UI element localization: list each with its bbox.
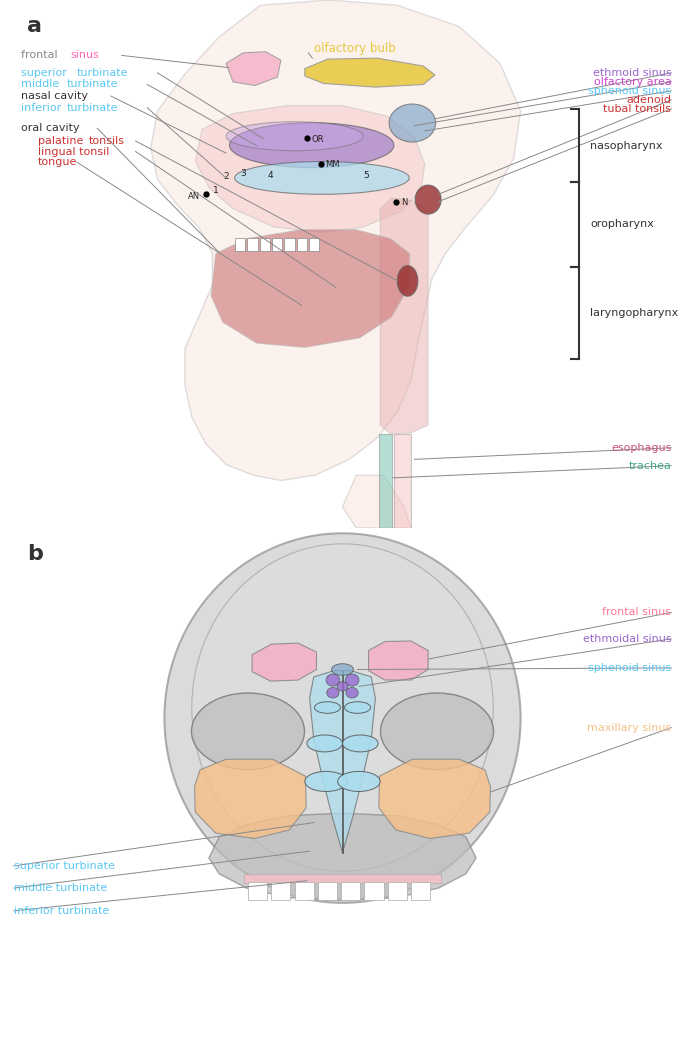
Text: olfactory bulb: olfactory bulb [314,42,396,55]
Bar [341,883,360,900]
Bar [364,883,384,900]
Polygon shape [394,434,411,528]
Text: middle turbinate: middle turbinate [14,883,107,893]
Text: 4: 4 [268,171,273,180]
Ellipse shape [305,771,347,792]
Polygon shape [209,813,476,900]
Ellipse shape [314,701,340,714]
Text: esophagus: esophagus [611,442,671,453]
Text: b: b [27,544,43,564]
Bar [272,238,282,251]
Ellipse shape [226,121,363,151]
Text: inferior turbinate: inferior turbinate [14,906,109,916]
Bar [284,238,295,251]
Ellipse shape [307,735,342,752]
Ellipse shape [327,687,339,698]
Text: sphenoid sinus: sphenoid sinus [588,86,671,96]
Ellipse shape [234,162,410,194]
Polygon shape [211,230,410,347]
Text: lingual tonsil: lingual tonsil [38,147,109,156]
Ellipse shape [346,687,358,698]
Ellipse shape [332,664,353,676]
Polygon shape [151,0,521,480]
Bar [388,883,407,900]
Text: sinus: sinus [71,51,99,60]
Text: frontal sinus: frontal sinus [602,607,671,618]
Bar [318,883,337,900]
Text: tonsils: tonsils [89,136,125,146]
Ellipse shape [191,693,305,770]
Bar [297,238,307,251]
Text: tongue: tongue [38,157,77,167]
Text: OR: OR [312,135,324,144]
Polygon shape [369,641,428,680]
Polygon shape [379,434,392,528]
Text: palatine: palatine [38,136,86,146]
Text: nasal cavity: nasal cavity [21,91,88,101]
Text: trachea: trachea [628,460,671,471]
Text: turbinate: turbinate [77,68,128,78]
Text: tubal tonsils: tubal tonsils [603,103,671,114]
Text: 5: 5 [364,171,369,181]
Text: MM: MM [325,161,340,169]
Text: frontal: frontal [21,51,61,60]
Ellipse shape [381,693,493,770]
Text: oral cavity: oral cavity [21,124,79,133]
Text: a: a [27,16,42,36]
Ellipse shape [326,674,340,686]
Text: middle: middle [21,79,62,90]
Bar [271,883,290,900]
Ellipse shape [389,103,436,143]
Ellipse shape [345,701,371,714]
Bar [295,883,314,900]
Text: turbinate: turbinate [66,102,118,113]
Polygon shape [195,759,306,838]
Ellipse shape [192,544,493,871]
Bar [244,874,441,883]
Polygon shape [305,58,435,88]
Text: superior turbinate: superior turbinate [14,861,114,871]
Text: nasopharynx: nasopharynx [590,140,663,151]
Text: 2: 2 [223,172,229,181]
Text: oropharynx: oropharynx [590,220,654,229]
Ellipse shape [164,533,521,903]
Ellipse shape [229,122,394,168]
Ellipse shape [415,185,441,214]
Text: turbinate: turbinate [66,79,118,90]
Bar [411,883,430,900]
Text: ethmoid sinus: ethmoid sinus [593,68,671,78]
Ellipse shape [397,265,418,297]
Bar [260,238,270,251]
Text: maxillary sinus: maxillary sinus [587,722,671,733]
Bar [248,883,267,900]
Polygon shape [226,52,281,86]
Polygon shape [380,199,428,434]
Text: N: N [401,199,408,207]
Text: superior: superior [21,68,70,78]
Polygon shape [252,643,316,681]
Polygon shape [195,106,425,232]
Text: 3: 3 [240,169,246,177]
Ellipse shape [337,682,348,692]
Ellipse shape [338,771,380,792]
Text: ethmoidal sinus: ethmoidal sinus [583,634,671,644]
Text: inferior: inferior [21,102,64,113]
Text: 1: 1 [213,186,219,194]
Polygon shape [379,759,490,838]
Bar [235,238,245,251]
Ellipse shape [342,735,378,752]
Bar [247,238,258,251]
Text: AN: AN [188,192,200,201]
Polygon shape [310,671,375,853]
Polygon shape [342,475,411,528]
Ellipse shape [345,674,359,686]
Text: adenoid: adenoid [626,95,671,105]
Bar [309,238,319,251]
Text: olfactory area: olfactory area [593,77,671,87]
Text: sphenoid sinus: sphenoid sinus [588,663,671,673]
Text: laryngopharynx: laryngopharynx [590,307,679,318]
